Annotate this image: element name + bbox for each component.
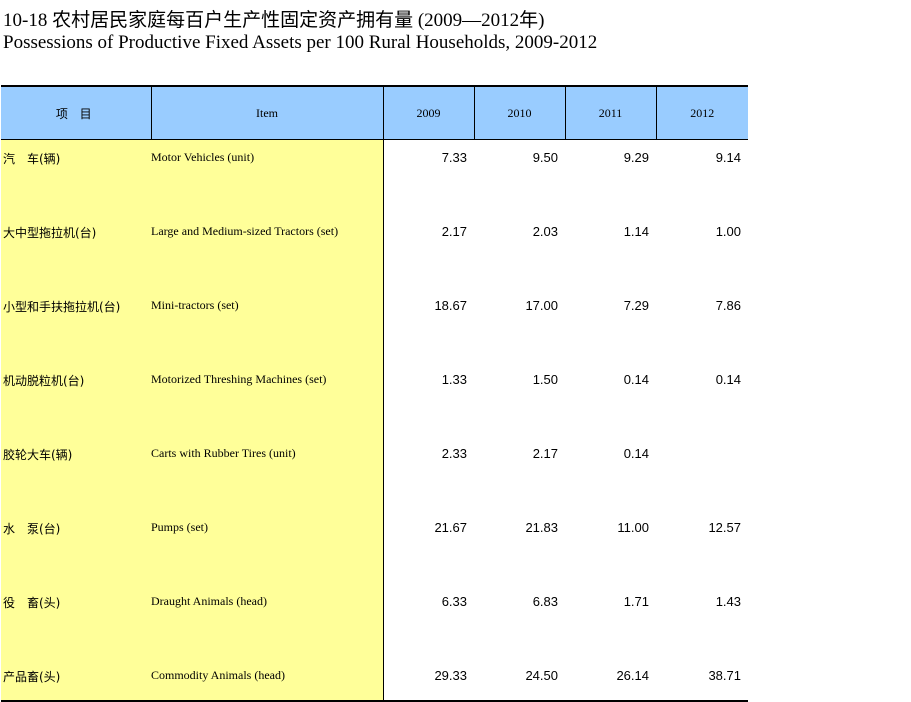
cell-2011: 11.00 — [617, 520, 649, 535]
cell-2010: 2.03 — [532, 224, 558, 239]
cell-2009: 1.33 — [441, 372, 467, 387]
cell-2012 — [656, 436, 748, 510]
row-label-en: Pumps (set) — [151, 510, 384, 584]
table-row: 产品畜(头) Commodity Animals (head) 29.33 24… — [1, 658, 748, 702]
cell-2012: 1.00 — [715, 224, 741, 239]
cell-2009: 6.33 — [441, 594, 467, 609]
row-label-cn: 水 泵(台) — [1, 510, 151, 584]
data-table: 项 目 Item 2009 2010 2011 2012 汽 车(辆) Moto… — [1, 85, 748, 702]
cell-2011: 0.14 — [623, 446, 649, 461]
cell-2011: 26.14 — [565, 658, 656, 702]
header-item-en: Item — [150, 85, 383, 140]
cell-2011: 1.14 — [623, 224, 649, 239]
cell-2010: 9.50 — [532, 150, 558, 165]
header-row: 项 目 Item 2009 2010 2011 2012 — [1, 85, 748, 140]
header-item-cn: 项 目 — [1, 85, 151, 140]
cell-2010: 21.83 — [525, 520, 558, 535]
table-row: 大中型拖拉机(台) Large and Medium-sized Tractor… — [1, 214, 748, 288]
row-label-en: Commodity Animals (head) — [151, 658, 384, 702]
cell-2010: 2.17 — [532, 446, 558, 461]
cell-2011: 0.14 — [623, 372, 649, 387]
row-label-en: Mini-tractors (set) — [151, 288, 384, 362]
table-row: 汽 车(辆) Motor Vehicles (unit) 7.33 9.50 9… — [1, 139, 748, 214]
cell-2011: 7.29 — [623, 298, 649, 313]
header-2011: 2011 — [564, 85, 656, 140]
cell-2012: 38.71 — [656, 658, 748, 702]
row-label-en: Draught Animals (head) — [151, 584, 384, 658]
cell-2012: 12.57 — [708, 520, 741, 535]
cell-2009: 21.67 — [434, 520, 467, 535]
cell-2011: 9.29 — [623, 150, 649, 165]
cell-2009: 18.67 — [434, 298, 467, 313]
page-title-english: Possessions of Productive Fixed Assets p… — [3, 32, 598, 53]
cell-2012: 9.14 — [715, 150, 741, 165]
table-row: 机动脱粒机(台) Motorized Threshing Machines (s… — [1, 362, 748, 436]
header-2012: 2012 — [655, 85, 748, 140]
row-label-en: Motor Vehicles (unit) — [151, 139, 384, 214]
cell-2012: 0.14 — [715, 372, 741, 387]
cell-2009: 29.33 — [383, 658, 474, 702]
table-row: 役 畜(头) Draught Animals (head) 6.33 6.83 … — [1, 584, 748, 658]
cell-2011: 1.71 — [623, 594, 649, 609]
row-label-cn: 胶轮大车(辆) — [1, 436, 151, 510]
row-label-cn: 大中型拖拉机(台) — [1, 214, 151, 288]
row-label-cn: 汽 车(辆) — [1, 139, 151, 214]
header-2009: 2009 — [382, 85, 474, 140]
row-label-en: Carts with Rubber Tires (unit) — [151, 436, 384, 510]
cell-2010: 24.50 — [474, 658, 565, 702]
cell-2009: 2.17 — [441, 224, 467, 239]
row-label-cn: 产品畜(头) — [1, 658, 151, 702]
cell-2010: 1.50 — [532, 372, 558, 387]
table-row: 胶轮大车(辆) Carts with Rubber Tires (unit) 2… — [1, 436, 748, 510]
cell-2012: 1.43 — [715, 594, 741, 609]
cell-2012: 7.86 — [715, 298, 741, 313]
cell-2010: 6.83 — [532, 594, 558, 609]
table-row: 小型和手扶拖拉机(台) Mini-tractors (set) 18.67 17… — [1, 288, 748, 362]
row-label-en: Large and Medium-sized Tractors (set) — [151, 214, 384, 288]
row-label-cn: 机动脱粒机(台) — [1, 362, 151, 436]
cell-2009: 2.33 — [441, 446, 467, 461]
cell-2010: 17.00 — [525, 298, 558, 313]
row-label-cn: 小型和手扶拖拉机(台) — [1, 288, 151, 362]
table-row: 水 泵(台) Pumps (set) 21.67 21.83 11.00 12.… — [1, 510, 748, 584]
cell-2009: 7.33 — [441, 150, 467, 165]
row-label-en: Motorized Threshing Machines (set) — [151, 362, 384, 436]
header-2010: 2010 — [473, 85, 565, 140]
row-label-cn: 役 畜(头) — [1, 584, 151, 658]
page-title-chinese: 10-18 农村居民家庭每百户生产性固定资产拥有量 (2009—2012年) — [3, 10, 545, 31]
